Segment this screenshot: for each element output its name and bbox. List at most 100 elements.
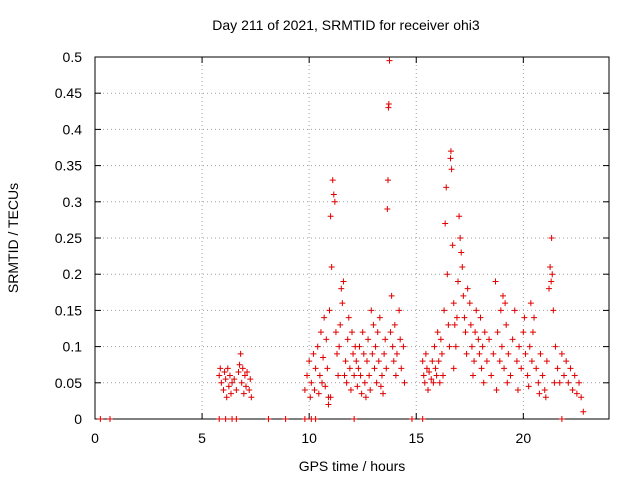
data-point [425, 387, 432, 394]
data-point [516, 343, 523, 350]
data-point [443, 184, 450, 191]
data-point [345, 314, 352, 321]
data-point [558, 416, 565, 422]
data-point [476, 350, 483, 357]
grid-lines [95, 57, 609, 419]
x-tick-label: 5 [198, 430, 206, 446]
data-point [324, 365, 331, 372]
x-tick-label: 0 [91, 430, 99, 446]
data-point [472, 329, 479, 336]
data-point [221, 368, 228, 375]
data-point [218, 379, 225, 386]
data-point [393, 350, 400, 357]
data-point [384, 206, 391, 213]
data-point [359, 329, 366, 336]
data-point [438, 350, 445, 357]
data-point [373, 379, 380, 386]
data-point [493, 387, 500, 394]
data-point [241, 372, 248, 379]
data-point [525, 383, 532, 390]
data-point [216, 372, 223, 379]
data-point [231, 376, 238, 383]
data-point [362, 394, 369, 401]
data-point [342, 358, 349, 365]
data-point [327, 394, 334, 401]
y-tick-label: 0.05 [55, 375, 82, 391]
data-point [507, 372, 514, 379]
data-point [503, 321, 510, 328]
data-point [448, 166, 455, 173]
data-point [312, 365, 319, 372]
data-point [520, 329, 527, 336]
data-point [97, 416, 104, 422]
data-point [567, 365, 574, 372]
data-point [227, 390, 234, 397]
data-point [463, 350, 470, 357]
data-point [329, 177, 336, 184]
data-point [350, 350, 357, 357]
data-point [558, 350, 565, 357]
data-point [372, 343, 379, 350]
data-point [377, 383, 384, 390]
data-point [370, 321, 377, 328]
data-point [430, 379, 437, 386]
data-point [473, 307, 480, 314]
data-point [365, 336, 372, 343]
data-point [527, 300, 534, 307]
data-point [323, 336, 330, 343]
data-point [477, 314, 484, 321]
x-tick-labels: 0 5 10 15 20 [91, 430, 531, 446]
data-point [565, 379, 572, 386]
data-point [361, 379, 368, 386]
y-tick-label: 0 [74, 411, 82, 427]
data-point [317, 329, 324, 336]
data-point [526, 343, 533, 350]
data-point [470, 372, 477, 379]
data-point [363, 358, 370, 365]
data-point [368, 307, 375, 314]
data-point [330, 191, 337, 198]
data-point [446, 343, 453, 350]
data-point [335, 372, 342, 379]
data-point [440, 372, 447, 379]
data-point [450, 365, 457, 372]
data-point [552, 343, 559, 350]
data-point [383, 365, 390, 372]
data-point [462, 329, 469, 336]
data-point [235, 368, 242, 375]
x-tick-label: 10 [301, 430, 317, 446]
data-point [355, 365, 362, 372]
data-point [338, 285, 345, 292]
data-point [226, 372, 233, 379]
data-point [434, 329, 441, 336]
data-point [358, 390, 365, 397]
data-point [351, 416, 358, 422]
data-point [360, 350, 367, 357]
data-point [505, 350, 512, 357]
data-point [496, 358, 503, 365]
data-point [531, 314, 538, 321]
data-point [571, 372, 578, 379]
data-point [321, 314, 328, 321]
data-point [447, 148, 454, 155]
data-point [390, 358, 397, 365]
data-point [435, 358, 442, 365]
y-tick-label: 0.25 [55, 230, 82, 246]
y-tick-labels: 0 0.05 0.1 0.15 0.2 0.25 0.3 0.35 0.4 0.45 0.5 [55, 49, 82, 427]
data-point [223, 394, 230, 401]
y-axis-label: SRMTID / TECUs [5, 183, 21, 293]
data-point [549, 271, 556, 278]
data-point [580, 408, 587, 415]
data-point [385, 101, 392, 108]
data-point [456, 213, 463, 220]
data-point [569, 387, 576, 394]
data-point [429, 358, 436, 365]
data-point [556, 379, 563, 386]
data-point [533, 365, 540, 372]
data-point [494, 329, 501, 336]
data-point [578, 394, 585, 401]
data-point [455, 278, 462, 285]
data-point [521, 314, 528, 321]
data-point [554, 365, 561, 372]
